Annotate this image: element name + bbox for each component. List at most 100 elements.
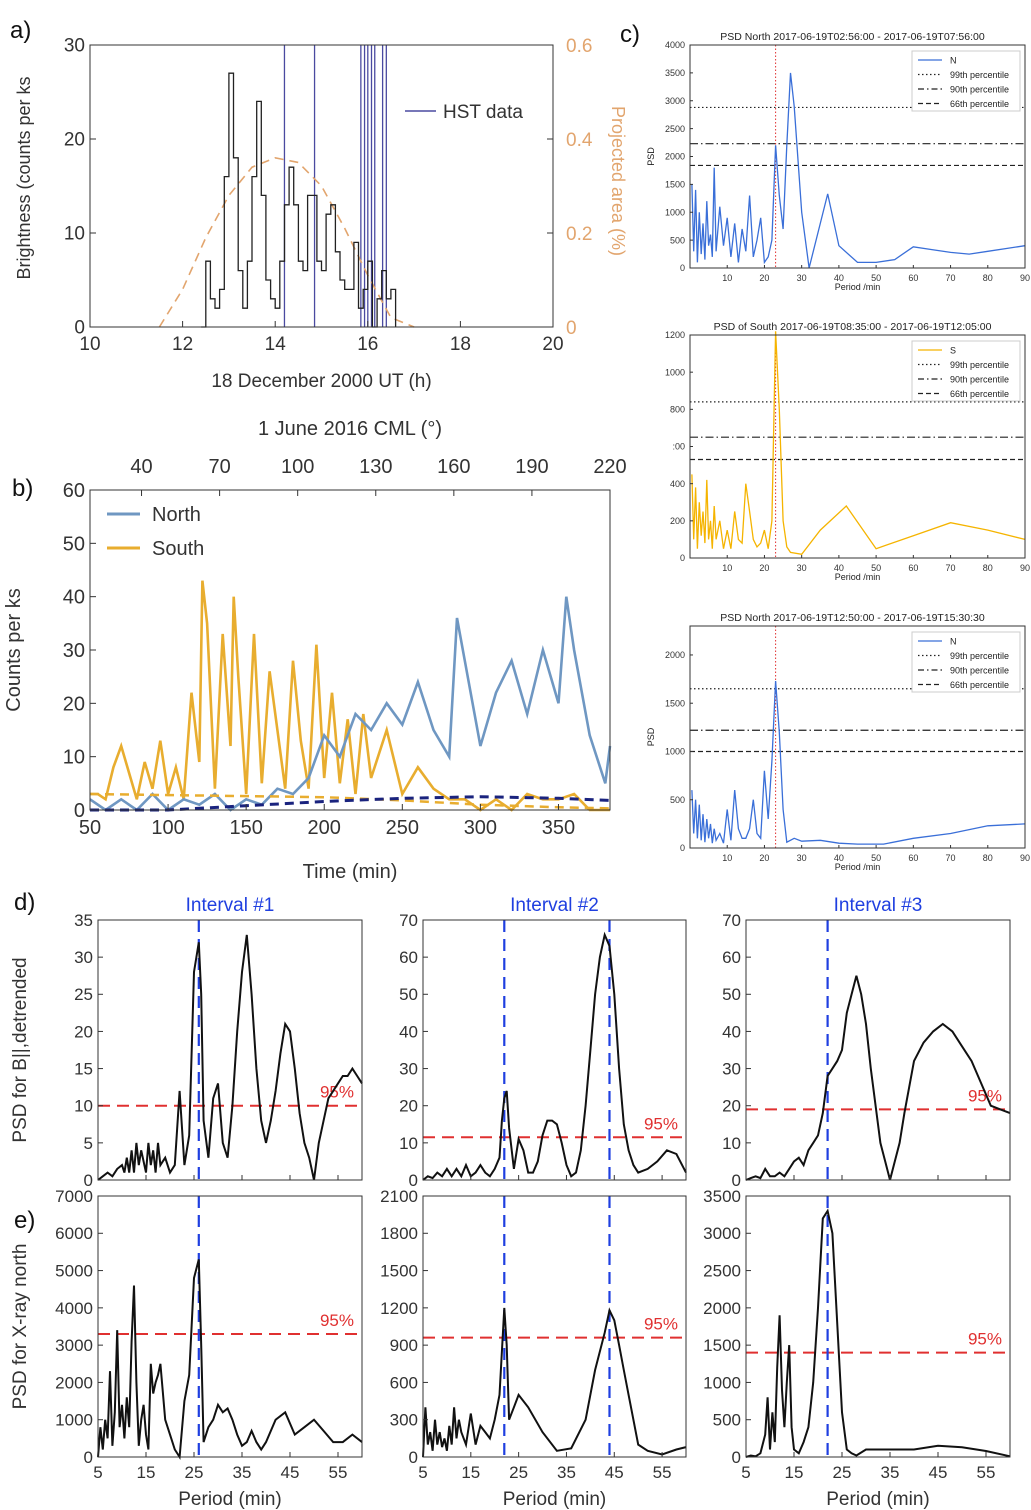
- chart-c1-ytick-label: 2500: [665, 124, 685, 134]
- chart-d1-ytick-label: 25: [74, 985, 93, 1004]
- chart-b-top-tick-label: 100: [281, 456, 314, 478]
- chart-d3-axes: [745, 919, 1011, 1181]
- chart-e3-xtick-label: 55: [977, 1463, 996, 1482]
- psd-series: [97, 1259, 363, 1461]
- chart-e1-xtick-label: 35: [233, 1463, 252, 1482]
- chart-e1-xtick-label: 15: [137, 1463, 156, 1482]
- psd-series: [691, 72, 1026, 269]
- chart-b-xtick-label: 250: [386, 817, 419, 839]
- chart-c2-xtick-label: 90: [1020, 563, 1030, 573]
- chart-c2-ytick-label: 800: [670, 404, 685, 414]
- chart-e3-ytick-label: 0: [732, 1448, 741, 1467]
- chart-a-ylabel: Brightness (counts per ks: [14, 76, 34, 279]
- chart-d3-ytick-label: 30: [722, 1060, 741, 1079]
- chart-e1-ytick-label: 3000: [55, 1336, 93, 1355]
- chart-a-xlabel: 18 December 2000 UT (h): [211, 371, 431, 392]
- chart-b-xtick-label: 150: [229, 817, 262, 839]
- chart-c1-xtick-label: 40: [834, 273, 844, 283]
- chart-e2-xtick-label: 15: [461, 1463, 480, 1482]
- chart-e3-xtick-label: 35: [881, 1463, 900, 1482]
- chart-c2-ytick-label: 1200: [665, 330, 685, 340]
- chart-b-xlabel: Time (min): [303, 861, 398, 883]
- chart-c3-xlabel: Period /min: [835, 862, 881, 872]
- panel-label-b: b): [12, 475, 33, 502]
- legend-label: 90th percentile: [950, 85, 1009, 95]
- chart-d3-ytick-label: 40: [722, 1022, 741, 1041]
- legend-box: [911, 50, 1021, 112]
- chart-c3-ytick-label: 1000: [665, 747, 685, 757]
- chart-e3-xlabel: Period (min): [826, 1489, 929, 1510]
- chart-c3-ytick-label: 1500: [665, 698, 685, 708]
- chart-d1-ytick-label: 0: [84, 1171, 93, 1190]
- chart-d2-ytick-label: 20: [399, 1097, 418, 1116]
- significance-label: 95%: [644, 1315, 678, 1334]
- chart-b-ytick-label: 60: [63, 480, 85, 502]
- chart-e1-xtick-label: 25: [185, 1463, 204, 1482]
- north-trend: [90, 795, 611, 812]
- chart-e2-xtick-label: 55: [653, 1463, 672, 1482]
- chart-d1-ytick-label: 35: [74, 911, 93, 930]
- chart-e2-axes: [422, 1195, 687, 1458]
- psd-series: [691, 680, 1026, 845]
- legend-label: S: [950, 346, 956, 356]
- chart-c3-xtick-label: 80: [983, 853, 993, 863]
- chart-d2-axes: [422, 919, 687, 1181]
- chart-e1-ytick-label: 6000: [55, 1224, 93, 1243]
- chart-e2-ytick-label: 600: [390, 1373, 418, 1392]
- chart-e2-xtick-label: 25: [509, 1463, 528, 1482]
- chart-b-top-tick-label: 160: [437, 456, 470, 478]
- chart-d3-ytick-label: 20: [722, 1097, 741, 1116]
- chart-e1-ytick-label: 5000: [55, 1262, 93, 1281]
- chart-a-xtick-label: 12: [172, 334, 193, 355]
- chart-c1-xtick-label: 60: [908, 273, 918, 283]
- chart-b-legend-north-label: North: [152, 504, 201, 526]
- chart-e1-ytick-label: 4000: [55, 1299, 93, 1318]
- chart-a-xtick-label: 16: [357, 334, 378, 355]
- significance-label: 95%: [320, 1311, 354, 1330]
- chart-e2: 95% 5 15 25 35 45 55 0 300 600 900 1200 1500 1800 2100…: [380, 1187, 687, 1510]
- chart-e2-xtick-label: 35: [557, 1463, 576, 1482]
- chart-b-ytick-label: 30: [63, 640, 85, 662]
- chart-c2: 10 20 30 40 50 60 70 80 90 0 200 400:00 800 1000 1200 P…: [665, 321, 1030, 582]
- chart-c1-xtick-label: 80: [983, 273, 993, 283]
- chart-a-ytick-label: 30: [64, 36, 85, 57]
- panel-label-a: a): [10, 17, 31, 44]
- chart-e2-ytick-label: 1800: [380, 1224, 418, 1243]
- chart-a-ytick-label: 10: [64, 224, 85, 245]
- chart-a-axes: [89, 44, 554, 328]
- chart-d1-ytick-label: 15: [74, 1060, 93, 1079]
- chart-c3-xtick-label: 20: [759, 853, 769, 863]
- panel-label-d: d): [14, 889, 35, 916]
- chart-c3-legend: N 99th percentile 90th percentile 66th perc…: [911, 631, 1021, 693]
- chart-d2-title: Interval #2: [510, 895, 599, 916]
- chart-d2-ytick-label: 70: [399, 911, 418, 930]
- chart-b-xtick-label: 100: [151, 817, 184, 839]
- chart-e1-ytick-label: 7000: [55, 1187, 93, 1206]
- chart-e3-ytick-label: 1500: [703, 1336, 741, 1355]
- chart-e3-xtick-label: 25: [833, 1463, 852, 1482]
- chart-a-ylabel-right: Projected area (%): [608, 106, 628, 256]
- chart-b-top-tick-label: 190: [515, 456, 548, 478]
- chart-b-xtick-label: 200: [308, 817, 341, 839]
- legend-box: [911, 631, 1021, 693]
- chart-c2-xtick-label: 60: [908, 563, 918, 573]
- chart-e3-axes: [745, 1195, 1011, 1458]
- significance-label: 95%: [968, 1330, 1002, 1349]
- chart-c1-xtick-label: 70: [946, 273, 956, 283]
- chart-c2-xtick-label: 30: [797, 563, 807, 573]
- chart-e3-xtick-label: 15: [785, 1463, 804, 1482]
- chart-a-legend-label: HST data: [443, 102, 523, 123]
- chart-c1-ytick-label: 1500: [665, 180, 685, 190]
- chart-b-xtick-label: 50: [79, 817, 101, 839]
- chart-e3-ytick-label: 3500: [703, 1187, 741, 1206]
- chart-b-top-tick-label: 220: [593, 456, 626, 478]
- chart-e2-ytick-label: 0: [409, 1448, 418, 1467]
- chart-c3: 10 20 30 40 50 60 70 80 90 0 500 1000 1500 2000 PSD No…: [646, 612, 1030, 872]
- legend-label: 66th percentile: [950, 99, 1009, 109]
- chart-b-top-tick-label: 70: [208, 456, 230, 478]
- chart-e3-ytick-label: 1000: [703, 1373, 741, 1392]
- chart-c3-xtick-label: 40: [834, 853, 844, 863]
- chart-c1-legend: N 99th percentile 90th percentile 66th perc…: [911, 50, 1021, 112]
- chart-d1-ytick-label: 10: [74, 1097, 93, 1116]
- psd-series: [745, 975, 1011, 1181]
